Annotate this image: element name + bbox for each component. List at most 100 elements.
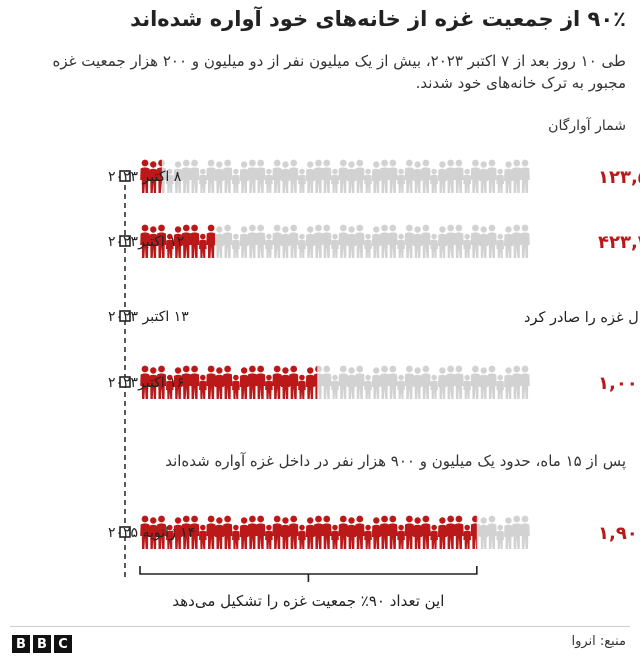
displacement-bar <box>140 159 530 193</box>
person-icon <box>272 224 282 258</box>
bars-layer <box>140 159 530 549</box>
person-icon <box>222 365 233 399</box>
logo-letter: C <box>54 635 72 653</box>
person-icon <box>331 233 339 258</box>
person-icon <box>247 224 258 258</box>
person-icon <box>354 515 365 549</box>
person-icon <box>487 515 497 549</box>
person-icon <box>379 515 390 549</box>
person-icon <box>364 524 372 549</box>
person-icon <box>463 233 471 258</box>
person-icon <box>298 524 306 549</box>
person-icon <box>298 168 306 193</box>
person-icon <box>487 365 497 399</box>
person-icon <box>413 517 423 549</box>
person-icon <box>288 159 299 193</box>
person-icon <box>430 233 438 258</box>
person-icon <box>413 367 423 399</box>
person-icon <box>247 159 258 193</box>
value-label: ۱۲۳,۵۳۸ <box>598 167 640 188</box>
person-icon <box>479 367 489 399</box>
person-icon <box>404 515 415 549</box>
person-icon <box>298 233 306 258</box>
person-icon <box>305 517 315 549</box>
person-icon <box>313 159 324 193</box>
person-icon <box>404 159 415 193</box>
person-icon <box>313 515 324 549</box>
person-icon <box>397 524 405 549</box>
person-icon <box>404 224 415 258</box>
person-icon <box>379 224 390 258</box>
person-icon <box>347 226 357 258</box>
person-icon <box>397 168 405 193</box>
person-icon <box>222 515 233 549</box>
fifteen-months-note: پس از ۱۵ ماه، حدود یک میلیون و ۹۰۰ هزار … <box>165 452 626 470</box>
person-icon <box>371 517 381 549</box>
displaced-count-label: شمار آوارگان <box>548 118 626 134</box>
person-icon <box>255 159 266 193</box>
person-icon <box>430 168 438 193</box>
person-icon <box>305 161 315 193</box>
person-icon <box>272 515 282 549</box>
person-icon <box>321 365 332 399</box>
person-icon <box>487 224 497 258</box>
person-icon <box>496 374 505 399</box>
population-people <box>161 159 530 193</box>
person-icon <box>347 367 357 399</box>
person-icon <box>239 161 249 193</box>
person-icon <box>232 168 240 193</box>
person-icon <box>445 224 456 258</box>
person-icon <box>371 367 381 399</box>
value-label: ۴۲۳,۳۷۸ <box>598 232 640 253</box>
annotation-text: در این روز اسرائیل دستور تخلیه شمال غزه … <box>524 310 640 326</box>
person-icon <box>503 517 513 549</box>
person-icon <box>437 161 447 193</box>
person-icon <box>421 515 431 549</box>
person-icon <box>379 159 390 193</box>
person-icon <box>421 224 431 258</box>
person-icon <box>470 224 481 258</box>
person-icon <box>479 517 489 549</box>
person-icon <box>347 517 357 549</box>
person-icon <box>222 159 233 193</box>
person-icon <box>379 365 390 399</box>
person-icon <box>232 374 240 399</box>
person-icon <box>520 365 530 399</box>
person-icon <box>445 365 456 399</box>
person-icon <box>454 365 464 399</box>
person-icon <box>511 365 522 399</box>
page-subtitle: طی ۱۰ روز بعد از ۷ اکتبر ۲۰۲۳، بیش از یک… <box>52 52 626 92</box>
person-icon <box>255 365 266 399</box>
person-icon <box>280 161 290 193</box>
person-icon <box>454 224 464 258</box>
person-icon <box>288 224 299 258</box>
person-icon <box>487 159 497 193</box>
person-icon <box>520 159 530 193</box>
person-icon <box>463 524 471 549</box>
person-icon <box>265 524 273 549</box>
person-icon <box>437 367 447 399</box>
person-icon <box>437 226 447 258</box>
person-icon <box>470 365 481 399</box>
bbc-logo: B B C <box>12 635 72 653</box>
timeline-marker <box>119 376 131 388</box>
person-icon <box>463 374 471 399</box>
person-icon <box>331 524 339 549</box>
person-icon <box>496 233 505 258</box>
date-label: ۱۳ اکتبر ۲۰۲۳ <box>108 309 189 325</box>
person-icon <box>404 365 415 399</box>
person-icon <box>347 161 357 193</box>
person-icon <box>255 224 266 258</box>
person-icon <box>232 524 240 549</box>
person-icon <box>413 226 423 258</box>
person-icon <box>454 159 464 193</box>
person-icon <box>305 226 315 258</box>
person-icon <box>520 515 530 549</box>
person-icon <box>354 224 365 258</box>
person-icon <box>265 168 273 193</box>
displacement-bar <box>140 365 530 399</box>
person-icon <box>206 365 216 399</box>
person-icon <box>239 367 249 399</box>
timeline-layer <box>119 170 478 582</box>
person-icon <box>272 365 282 399</box>
